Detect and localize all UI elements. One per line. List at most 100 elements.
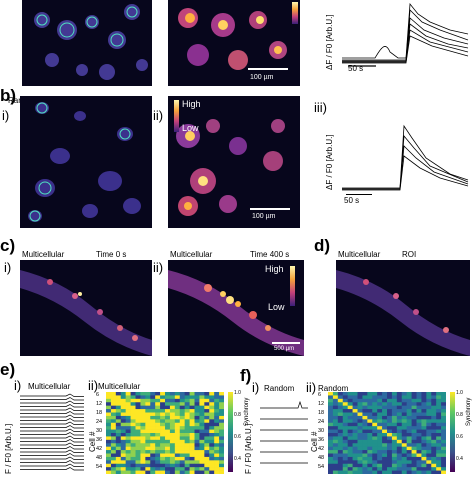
matrix-cell [179,436,185,441]
matrix-cell [332,443,339,447]
matrix-cell [431,450,437,454]
matrix-cell [406,446,412,451]
matrix-cell [169,456,176,461]
matrix-cell [169,433,176,437]
matrix-cell [189,446,195,451]
matrix-cell [194,433,200,437]
matrix-cell [416,426,422,430]
matrix-cell [179,398,185,403]
matrix-cell [382,395,388,400]
matrix-cell [396,467,403,471]
matrix-cell [165,409,171,413]
matrix-cell [155,395,161,400]
matrix-cell [391,456,398,461]
trace-line [20,467,84,471]
matrix-cell [209,460,215,465]
matrix-cell [382,463,388,468]
matrix-cell [194,467,200,471]
matrix-cell [421,426,427,430]
matrix-cell [184,419,190,424]
matrix-cell [135,398,141,403]
matrix-cell [120,426,126,430]
matrix-cell [120,429,126,434]
matrix-cell [115,412,122,417]
matrix-cell [347,470,353,474]
matrix-cell [189,395,195,400]
matrix-cell [106,439,112,444]
matrix-cell [362,436,368,441]
matrix-cell [209,415,215,420]
matrix-cell [165,412,171,417]
matrix-cell [125,433,131,437]
matrix-cell [145,436,151,441]
matrix-cell [179,412,185,417]
matrix-cell [352,402,358,406]
matrix-cell [120,470,126,474]
matrix-cell [396,412,403,417]
matrix-cell [387,405,393,410]
matrix-cell [367,453,373,458]
matrix-cell [406,412,412,417]
matrix-cell [160,467,166,471]
matrix-cell [372,450,378,454]
matrix-cell [145,415,151,420]
matrix-cell [352,443,358,447]
matrix-cell [337,453,344,458]
matrix-cell [352,395,358,400]
matrix-cell [140,392,146,396]
matrix-cell [135,463,141,468]
matrix-cell [194,405,200,410]
matrix-cell [219,405,224,410]
matrix-cell [396,439,403,444]
matrix-cell [194,419,200,424]
matrix-cell [421,433,427,437]
matrix-cell [391,467,398,471]
matrix-cell [396,419,403,424]
matrix-cell [219,412,224,417]
matrix-cell [199,436,205,441]
matrix-cell [431,453,437,458]
matrix-cell [337,439,344,444]
matrix-cell [431,419,437,424]
matrix-cell [342,412,348,417]
matrix-cell [441,409,446,413]
colorbar-high-label: High [265,264,284,274]
matrix-cell [120,467,126,471]
panel-a-image-rois-svg [34,4,148,80]
tick: 0.6 [234,434,241,440]
roi-circles [29,102,131,222]
matrix-cell [145,467,151,471]
matrix-cell [174,398,181,403]
matrix-cell [406,439,412,444]
colorbar-low-label: Low [268,302,285,312]
matrix-cell [115,436,122,441]
matrix-cell [406,402,412,406]
matrix-cell [421,395,427,400]
matrix-cell [179,460,185,465]
matrix-cell [179,456,185,461]
matrix-cell [150,460,156,465]
matrix-cell [352,433,358,437]
matrix-cell [179,395,185,400]
matrix-cell [436,446,442,451]
matrix-cell [342,450,348,454]
matrix-cell [391,395,398,400]
matrix-cell [367,412,373,417]
matrix-cell [431,443,437,447]
matrix-cell [391,433,398,437]
matrix-cell [160,463,166,468]
matrix-cell [155,429,161,434]
matrix-cell [332,467,339,471]
matrix-cell [130,395,136,400]
panel-c-image-time400: High Low 500 µm [168,260,304,356]
matrix-cell [406,470,412,474]
matrix-cell [125,453,131,458]
matrix-cell [382,426,388,430]
trace-scalebar-label: 50 s [348,64,364,73]
matrix-cell [120,392,126,396]
matrix-ytick: 30 [318,428,325,434]
matrix-cell [135,392,141,396]
matrix-cell [416,409,422,413]
matrix-cell [125,470,131,474]
matrix-cell [332,436,339,441]
